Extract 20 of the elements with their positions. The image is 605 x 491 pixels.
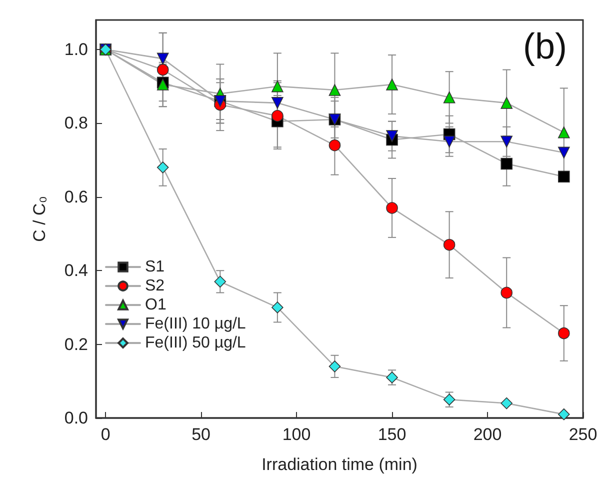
x-tick-label: 0 [100,425,110,444]
legend-label: S1 [145,258,165,276]
x-tick-label: 50 [192,425,210,444]
legend-label: O1 [145,296,166,314]
legend-label: Fe(III) 10 µg/L [145,316,246,332]
y-tick-label: 0.0 [64,408,88,428]
x-axis-title: Irradiation time (min) [262,455,418,474]
y-tick-label: 0.4 [64,261,88,280]
y-axis-title: C / C₀ [30,196,49,242]
annotation: (b) [523,26,567,66]
y-tick-label: 1.0 [64,40,88,59]
legend-label: Fe(III) 50 µg/L [145,334,246,352]
x-tick-label: 200 [473,425,502,444]
y-tick-label: 0.2 [64,334,88,354]
x-tick-label: 250 [568,425,598,444]
x-tick-label: 150 [378,425,406,444]
y-tick-label: 0.6 [64,187,88,206]
legend-label: S2 [145,278,165,294]
x-tick-label: 100 [282,425,311,444]
y-tick-label: 0.8 [64,114,88,133]
